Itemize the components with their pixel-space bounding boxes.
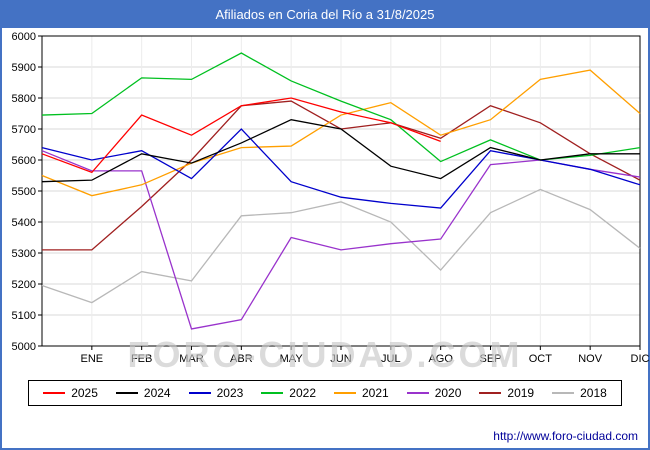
legend-item-2021: 2021 xyxy=(334,386,389,400)
legend-item-2024: 2024 xyxy=(115,386,171,400)
svg-text:SEP: SEP xyxy=(479,353,501,365)
svg-text:FEB: FEB xyxy=(131,353,152,365)
legend-label-2020: 2020 xyxy=(434,386,462,400)
legend-swatch-2025 xyxy=(43,392,66,394)
svg-text:JUL: JUL xyxy=(381,353,401,365)
legend-item-2020: 2020 xyxy=(406,386,462,400)
legend-item-2025: 2025 xyxy=(43,386,98,400)
legend-label-2021: 2021 xyxy=(362,386,389,400)
svg-text:ABR: ABR xyxy=(230,353,253,365)
svg-text:5900: 5900 xyxy=(12,62,36,74)
chart-area: 5000 5100 5200 5300 5400 5500 5600 5700 5800 5900… xyxy=(2,28,650,366)
legend-swatch-2018 xyxy=(552,392,575,394)
svg-text:5400: 5400 xyxy=(12,217,36,229)
svg-text:AGO: AGO xyxy=(428,353,453,365)
svg-text:5500: 5500 xyxy=(12,186,36,198)
legend-item-2018: 2018 xyxy=(552,386,607,400)
svg-text:OCT: OCT xyxy=(529,353,553,365)
legend-label-2018: 2018 xyxy=(580,386,607,400)
legend-label-2025: 2025 xyxy=(71,386,98,400)
legend-swatch-2020 xyxy=(406,392,429,394)
legend-item-2023: 2023 xyxy=(188,386,244,400)
svg-text:DIC: DIC xyxy=(631,353,650,365)
footer: http://www.foro-ciudad.com xyxy=(2,429,648,448)
legend-label-2022: 2022 xyxy=(289,386,316,400)
svg-text:MAY: MAY xyxy=(280,353,304,365)
legend-item-2022: 2022 xyxy=(261,386,316,400)
svg-text:5700: 5700 xyxy=(12,124,36,136)
legend-label-2024: 2024 xyxy=(143,386,171,400)
legend-swatch-2019 xyxy=(479,392,502,394)
legend-label-2019: 2019 xyxy=(507,386,535,400)
page-title: Afiliados en Coria del Río a 31/8/2025 xyxy=(2,2,648,28)
svg-text:5300: 5300 xyxy=(12,248,36,260)
legend-swatch-2023 xyxy=(188,392,211,394)
line-chart: 5000 5100 5200 5300 5400 5500 5600 5700 5800 5900… xyxy=(12,31,650,365)
legend: 2025 2024 2023 2022 2021 2020 2019 2018 xyxy=(28,380,622,406)
legend-swatch-2022 xyxy=(261,392,284,394)
svg-text:ENE: ENE xyxy=(81,353,104,365)
svg-text:5200: 5200 xyxy=(12,279,36,291)
footer-url[interactable]: http://www.foro-ciudad.com xyxy=(493,429,638,443)
legend-swatch-2024 xyxy=(115,392,138,394)
legend-label-2023: 2023 xyxy=(216,386,244,400)
svg-text:MAR: MAR xyxy=(179,353,204,365)
svg-text:5100: 5100 xyxy=(12,310,36,322)
svg-text:5600: 5600 xyxy=(12,155,36,167)
legend-swatch-2021 xyxy=(334,392,356,394)
svg-text:6000: 6000 xyxy=(12,31,36,43)
svg-text:NOV: NOV xyxy=(578,353,603,365)
svg-text:JUN: JUN xyxy=(330,353,351,365)
svg-text:5000: 5000 xyxy=(12,341,36,353)
legend-item-2019: 2019 xyxy=(479,386,534,400)
svg-text:5800: 5800 xyxy=(12,93,36,105)
